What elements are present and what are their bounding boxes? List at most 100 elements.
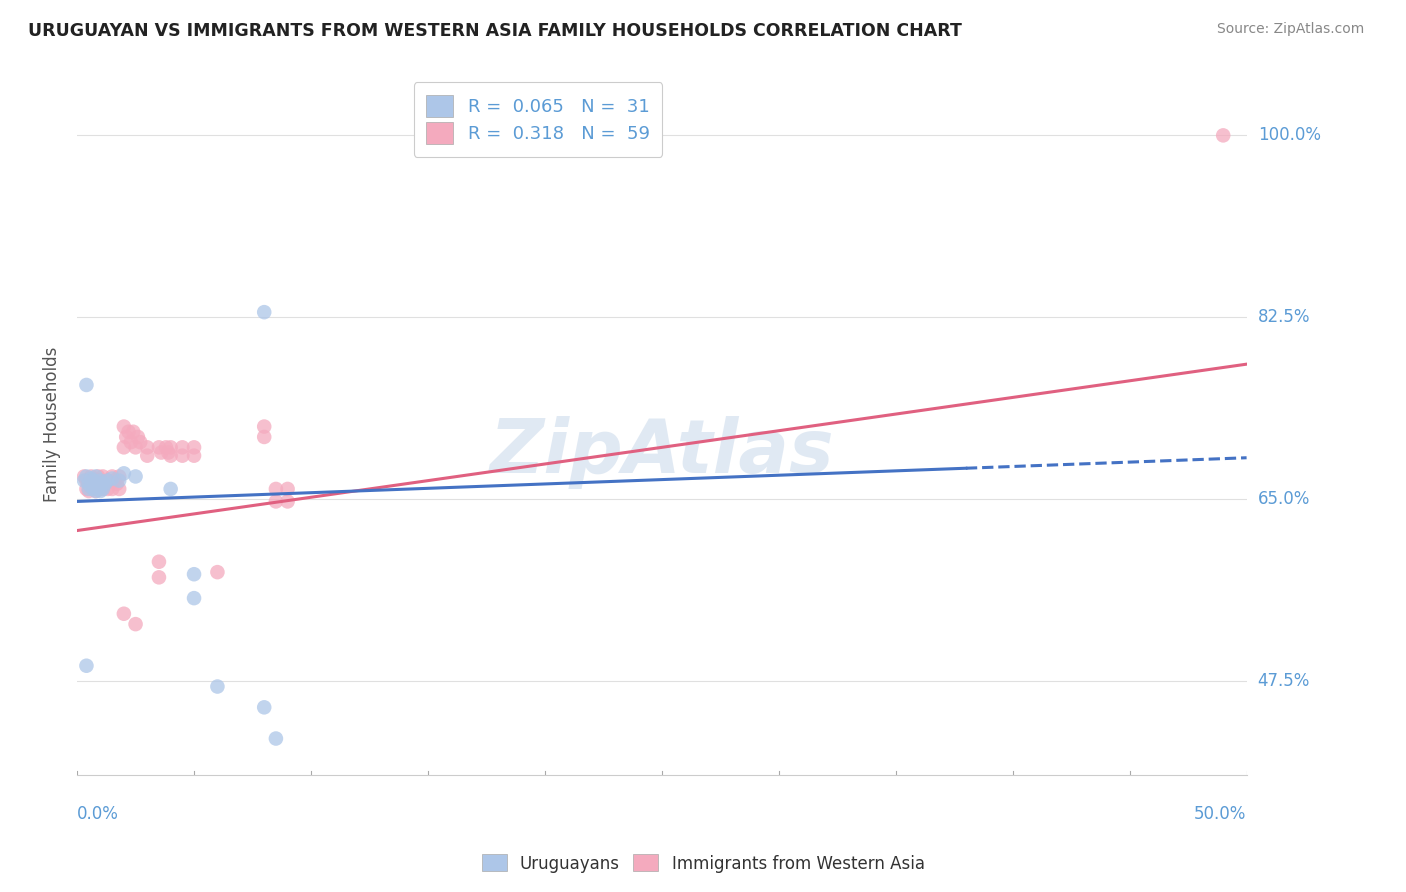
Point	[96, 474, 118, 488]
Point	[105, 476, 128, 491]
Point	[73, 474, 96, 488]
Point	[277, 482, 299, 496]
Point	[77, 476, 100, 491]
Point	[89, 483, 111, 498]
Point	[75, 378, 97, 392]
Point	[124, 617, 146, 632]
Text: 100.0%: 100.0%	[1258, 127, 1320, 145]
Point	[80, 480, 103, 494]
Text: Source: ZipAtlas.com: Source: ZipAtlas.com	[1216, 22, 1364, 37]
Point	[94, 476, 117, 491]
Point	[264, 731, 287, 746]
Point	[84, 469, 107, 483]
Point	[148, 555, 170, 569]
Point	[172, 449, 194, 463]
Point	[87, 476, 110, 491]
Text: URUGUAYAN VS IMMIGRANTS FROM WESTERN ASIA FAMILY HOUSEHOLDS CORRELATION CHART: URUGUAYAN VS IMMIGRANTS FROM WESTERN ASI…	[28, 22, 962, 40]
Point	[77, 476, 100, 491]
Point	[91, 482, 114, 496]
Point	[129, 435, 152, 450]
Legend: R =  0.065   N =  31, R =  0.318   N =  59: R = 0.065 N = 31, R = 0.318 N = 59	[413, 82, 662, 157]
Text: 50.0%: 50.0%	[1194, 805, 1247, 823]
Text: 47.5%: 47.5%	[1258, 673, 1310, 690]
Point	[82, 482, 104, 496]
Point	[172, 441, 194, 455]
Text: 82.5%: 82.5%	[1258, 309, 1310, 326]
Point	[101, 469, 124, 483]
Point	[73, 469, 96, 483]
Legend: Uruguayans, Immigrants from Western Asia: Uruguayans, Immigrants from Western Asia	[475, 847, 931, 880]
Point	[103, 474, 125, 488]
Point	[84, 483, 107, 498]
Point	[150, 445, 173, 459]
Point	[115, 430, 138, 444]
Text: 0.0%: 0.0%	[77, 805, 120, 823]
Point	[136, 449, 159, 463]
Point	[159, 441, 181, 455]
Point	[108, 482, 131, 496]
Point	[75, 482, 97, 496]
Point	[84, 476, 107, 491]
Point	[91, 482, 114, 496]
Point	[94, 476, 117, 491]
Point	[112, 467, 135, 481]
Point	[155, 441, 177, 455]
Point	[124, 441, 146, 455]
Point	[112, 607, 135, 621]
Point	[253, 430, 276, 444]
Point	[82, 474, 104, 488]
Point	[112, 419, 135, 434]
Point	[84, 483, 107, 498]
Point	[80, 471, 103, 485]
Point	[183, 449, 205, 463]
Point	[91, 469, 114, 483]
Point	[96, 482, 118, 496]
Point	[80, 480, 103, 494]
Point	[77, 482, 100, 496]
Point	[87, 482, 110, 496]
Point	[183, 441, 205, 455]
Point	[75, 469, 97, 483]
Point	[75, 658, 97, 673]
Point	[159, 482, 181, 496]
Point	[120, 435, 142, 450]
Point	[108, 469, 131, 483]
Text: 65.0%: 65.0%	[1258, 491, 1310, 508]
Point	[89, 474, 111, 488]
Y-axis label: Family Households: Family Households	[44, 346, 60, 501]
Point	[207, 680, 229, 694]
Point	[148, 570, 170, 584]
Point	[253, 419, 276, 434]
Point	[96, 474, 118, 488]
Point	[148, 441, 170, 455]
Point	[89, 474, 111, 488]
Point	[89, 482, 111, 496]
Point	[136, 441, 159, 455]
Point	[82, 474, 104, 488]
Point	[253, 305, 276, 319]
Point	[80, 469, 103, 483]
Point	[77, 483, 100, 498]
Point	[117, 425, 139, 439]
Point	[277, 494, 299, 508]
Point	[101, 471, 124, 485]
Point	[127, 430, 149, 444]
Point	[112, 441, 135, 455]
Point	[75, 474, 97, 488]
Point	[157, 445, 180, 459]
Point	[108, 474, 131, 488]
Point	[124, 469, 146, 483]
Point	[87, 482, 110, 496]
Point	[253, 700, 276, 714]
Point	[183, 567, 205, 582]
Point	[82, 482, 104, 496]
Point	[1212, 128, 1234, 143]
Point	[91, 476, 114, 491]
Point	[159, 449, 181, 463]
Point	[122, 425, 145, 439]
Text: ZipAtlas: ZipAtlas	[489, 416, 834, 489]
Point	[101, 482, 124, 496]
Point	[264, 494, 287, 508]
Point	[87, 469, 110, 483]
Point	[183, 591, 205, 606]
